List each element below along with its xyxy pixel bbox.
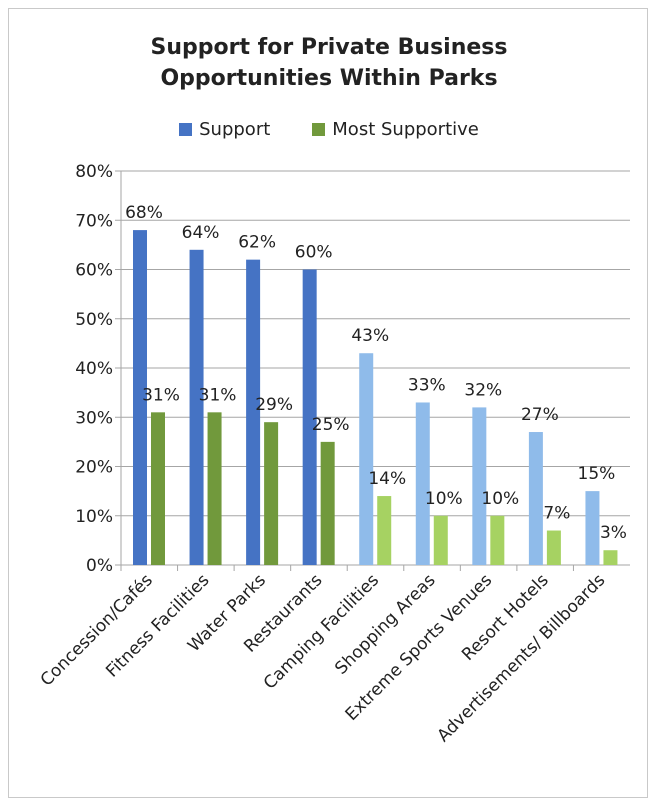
y-tick-label: 50%: [75, 310, 113, 330]
legend-swatch-most-supportive: [312, 123, 326, 136]
y-tick-label: 30%: [75, 408, 113, 428]
data-label-support: 15%: [578, 464, 616, 484]
data-label-most-supportive: 29%: [255, 395, 293, 415]
data-label-support: 64%: [182, 223, 220, 243]
bar-support: [246, 259, 261, 565]
data-label-most-supportive: 31%: [142, 385, 180, 405]
data-label-support: 32%: [464, 380, 502, 400]
y-tick-label: 60%: [75, 261, 113, 281]
bar-most-supportive: [603, 550, 618, 565]
bar-most-supportive: [490, 515, 505, 565]
bar-most-supportive: [151, 412, 165, 565]
bar-most-supportive: [264, 422, 279, 565]
data-label-most-supportive: 7%: [543, 504, 570, 524]
bar-support: [189, 249, 204, 566]
y-tick-label: 70%: [75, 211, 113, 231]
data-label-most-supportive: 31%: [199, 385, 237, 405]
data-label-most-supportive: 10%: [481, 489, 519, 509]
data-label-support: 62%: [238, 233, 276, 253]
chart-title-line-2: Opportunities Within Parks: [160, 66, 498, 91]
bar-support: [585, 491, 600, 565]
data-label-most-supportive: 25%: [312, 415, 350, 435]
data-label-most-supportive: 10%: [425, 489, 463, 509]
x-category-label: Fitness Facilities: [102, 570, 213, 681]
legend-label-support: Support: [199, 119, 271, 140]
legend-label-most-supportive: Most Supportive: [332, 119, 479, 140]
bar-support: [415, 402, 430, 565]
bar-most-supportive: [320, 441, 335, 565]
x-category-label: Shopping Areas: [331, 570, 439, 678]
y-tick-label: 0%: [86, 556, 113, 576]
chart-legend: Support Most Supportive: [0, 119, 658, 140]
bar-support: [472, 407, 487, 565]
data-label-most-supportive: 3%: [600, 523, 627, 543]
y-tick-label: 20%: [75, 458, 113, 478]
bar-most-supportive: [546, 530, 561, 565]
chart-frame: [8, 8, 648, 798]
data-label-support: 33%: [408, 375, 446, 395]
data-label-support: 68%: [125, 203, 163, 223]
chart-title-line-1: Support for Private Business: [150, 35, 508, 60]
data-label-most-supportive: 14%: [368, 469, 406, 489]
bar-support: [359, 353, 374, 565]
data-label-support: 60%: [295, 243, 333, 263]
bar-most-supportive: [207, 412, 222, 565]
bar-most-supportive: [377, 496, 392, 565]
legend-item-support: Support: [179, 119, 270, 140]
y-tick-label: 80%: [75, 162, 113, 182]
data-label-support: 43%: [351, 326, 389, 346]
y-tick-label: 10%: [75, 507, 113, 527]
legend-item-most-supportive: Most Supportive: [312, 119, 479, 140]
legend-swatch-support: [179, 123, 193, 136]
bar-support: [133, 230, 147, 565]
bar-support: [302, 269, 317, 565]
bar-most-supportive: [433, 515, 448, 565]
chart-title: Support for Private Business Opportuniti…: [0, 32, 658, 94]
y-tick-label: 40%: [75, 359, 113, 379]
data-label-support: 27%: [521, 405, 559, 425]
bar-support: [528, 432, 543, 565]
